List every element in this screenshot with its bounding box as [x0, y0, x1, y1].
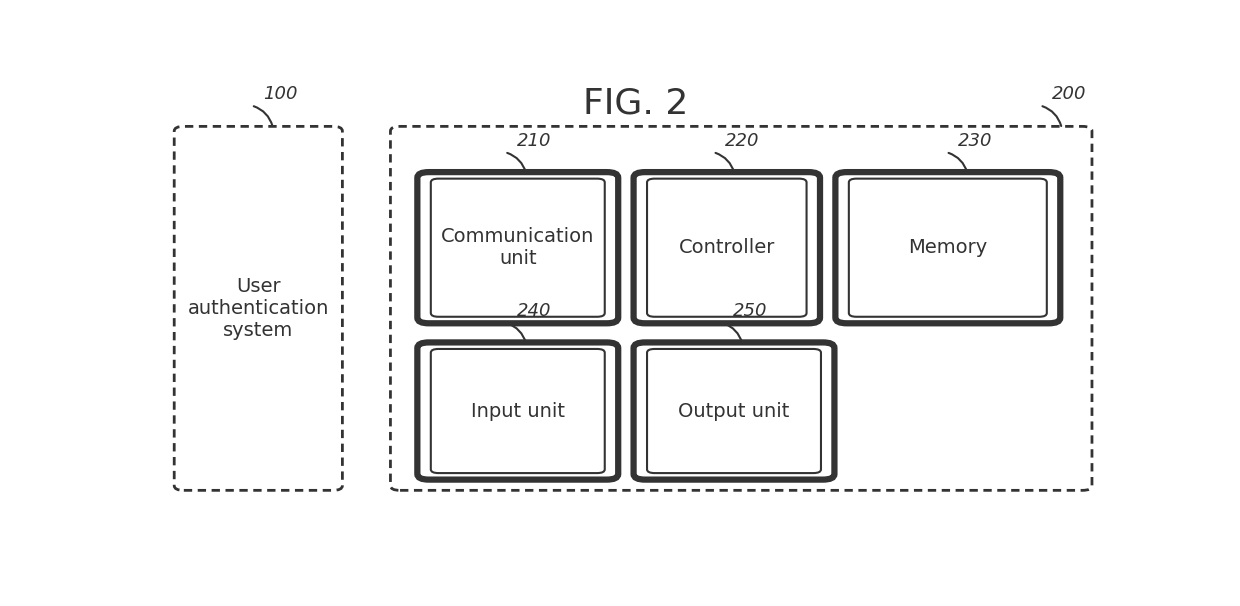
FancyBboxPatch shape [430, 349, 605, 473]
Text: Input unit: Input unit [471, 402, 564, 421]
Text: FIG. 2: FIG. 2 [583, 86, 688, 120]
FancyBboxPatch shape [174, 127, 342, 490]
Text: 100: 100 [264, 85, 298, 103]
FancyBboxPatch shape [849, 179, 1047, 317]
FancyBboxPatch shape [647, 179, 806, 317]
Text: 210: 210 [517, 132, 552, 150]
FancyBboxPatch shape [634, 172, 820, 323]
Text: 240: 240 [517, 302, 552, 320]
Text: 220: 220 [725, 132, 760, 150]
Text: Memory: Memory [908, 238, 987, 257]
Text: 250: 250 [733, 302, 768, 320]
FancyBboxPatch shape [430, 179, 605, 317]
FancyBboxPatch shape [418, 172, 619, 323]
FancyBboxPatch shape [647, 349, 821, 473]
FancyBboxPatch shape [634, 342, 835, 479]
FancyBboxPatch shape [391, 127, 1092, 490]
Text: Output unit: Output unit [678, 402, 790, 421]
Text: 230: 230 [959, 132, 993, 150]
FancyBboxPatch shape [836, 172, 1060, 323]
Text: Controller: Controller [678, 238, 775, 257]
Text: Communication
unit: Communication unit [441, 227, 594, 268]
FancyBboxPatch shape [418, 342, 619, 479]
Text: User
authentication
system: User authentication system [187, 277, 329, 340]
Text: 200: 200 [1053, 85, 1086, 103]
